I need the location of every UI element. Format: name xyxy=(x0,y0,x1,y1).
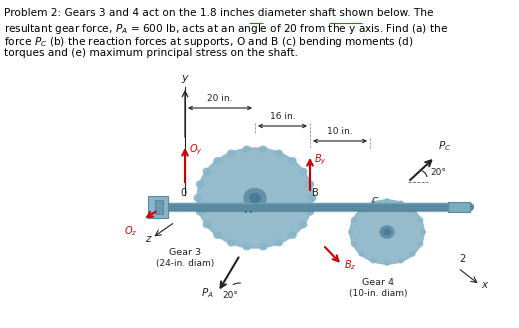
Ellipse shape xyxy=(203,168,211,175)
Text: y: y xyxy=(182,73,188,83)
Ellipse shape xyxy=(349,230,353,234)
Ellipse shape xyxy=(359,252,364,256)
Text: Gear 3: Gear 3 xyxy=(169,248,201,257)
Ellipse shape xyxy=(399,258,403,263)
Text: 10 in.: 10 in. xyxy=(327,127,353,136)
Ellipse shape xyxy=(250,194,260,202)
Ellipse shape xyxy=(350,200,424,264)
Ellipse shape xyxy=(243,146,251,153)
Ellipse shape xyxy=(214,232,222,238)
Ellipse shape xyxy=(420,230,426,234)
Ellipse shape xyxy=(203,221,211,228)
Ellipse shape xyxy=(275,150,282,157)
Text: Problem 2: Gears 3 and 4 act on the 1.8 inches diameter shaft shown below. The: Problem 2: Gears 3 and 4 act on the 1.8 … xyxy=(4,8,433,18)
Text: A: A xyxy=(245,205,252,215)
Ellipse shape xyxy=(227,239,235,246)
Text: $O_z$: $O_z$ xyxy=(124,224,137,238)
FancyBboxPatch shape xyxy=(155,200,163,214)
Text: $O_y$: $O_y$ xyxy=(189,142,203,157)
Text: 0: 0 xyxy=(180,188,186,198)
Text: 20°: 20° xyxy=(222,291,238,300)
Ellipse shape xyxy=(260,243,267,250)
Text: C: C xyxy=(372,197,379,207)
Text: (10-in. diam): (10-in. diam) xyxy=(349,289,407,298)
Ellipse shape xyxy=(410,252,415,256)
Ellipse shape xyxy=(371,258,376,263)
Ellipse shape xyxy=(194,195,202,201)
Ellipse shape xyxy=(351,218,356,222)
Ellipse shape xyxy=(227,150,235,157)
Text: (24-in. diam): (24-in. diam) xyxy=(156,259,214,268)
Ellipse shape xyxy=(214,158,222,164)
Ellipse shape xyxy=(299,221,307,228)
Text: 2: 2 xyxy=(459,254,465,264)
Ellipse shape xyxy=(306,181,313,187)
Ellipse shape xyxy=(399,201,403,205)
Ellipse shape xyxy=(359,208,364,212)
Text: 20°: 20° xyxy=(430,168,446,177)
Ellipse shape xyxy=(371,201,376,205)
Text: z: z xyxy=(145,234,151,244)
Ellipse shape xyxy=(299,168,307,175)
Ellipse shape xyxy=(289,158,296,164)
Ellipse shape xyxy=(385,261,389,265)
Ellipse shape xyxy=(197,209,204,215)
Ellipse shape xyxy=(308,195,316,201)
Ellipse shape xyxy=(410,208,415,212)
Ellipse shape xyxy=(197,148,313,248)
Ellipse shape xyxy=(306,209,313,215)
Ellipse shape xyxy=(197,181,204,187)
Ellipse shape xyxy=(260,146,267,153)
Text: resultant gear force, $P_A$ = 600 lb, acts at an angle of 20 from the y axis. Fi: resultant gear force, $P_A$ = 600 lb, ac… xyxy=(4,22,448,35)
Ellipse shape xyxy=(385,199,389,203)
Ellipse shape xyxy=(418,218,422,222)
Ellipse shape xyxy=(275,239,282,246)
Text: 20 in.: 20 in. xyxy=(207,94,233,103)
Ellipse shape xyxy=(418,242,422,246)
Text: $B_y$: $B_y$ xyxy=(314,153,327,167)
Text: 16 in.: 16 in. xyxy=(270,112,295,121)
Ellipse shape xyxy=(289,232,296,238)
Text: $B_z$: $B_z$ xyxy=(344,258,357,272)
Ellipse shape xyxy=(243,243,251,250)
Text: $P_A$: $P_A$ xyxy=(201,286,214,300)
Ellipse shape xyxy=(244,189,266,208)
Text: Gear 4: Gear 4 xyxy=(362,278,394,287)
Text: torques and (e) maximum principal stress on the shaft.: torques and (e) maximum principal stress… xyxy=(4,49,298,58)
Text: B: B xyxy=(312,188,319,198)
Text: force $P_C$ (b) the reaction forces at supports, O and B (c) bending moments (d): force $P_C$ (b) the reaction forces at s… xyxy=(4,35,414,49)
Ellipse shape xyxy=(384,229,390,235)
FancyBboxPatch shape xyxy=(448,202,470,212)
Ellipse shape xyxy=(351,242,356,246)
Ellipse shape xyxy=(380,226,394,238)
Text: x: x xyxy=(481,280,487,290)
Text: $P_C$: $P_C$ xyxy=(438,139,452,153)
FancyBboxPatch shape xyxy=(148,196,168,218)
